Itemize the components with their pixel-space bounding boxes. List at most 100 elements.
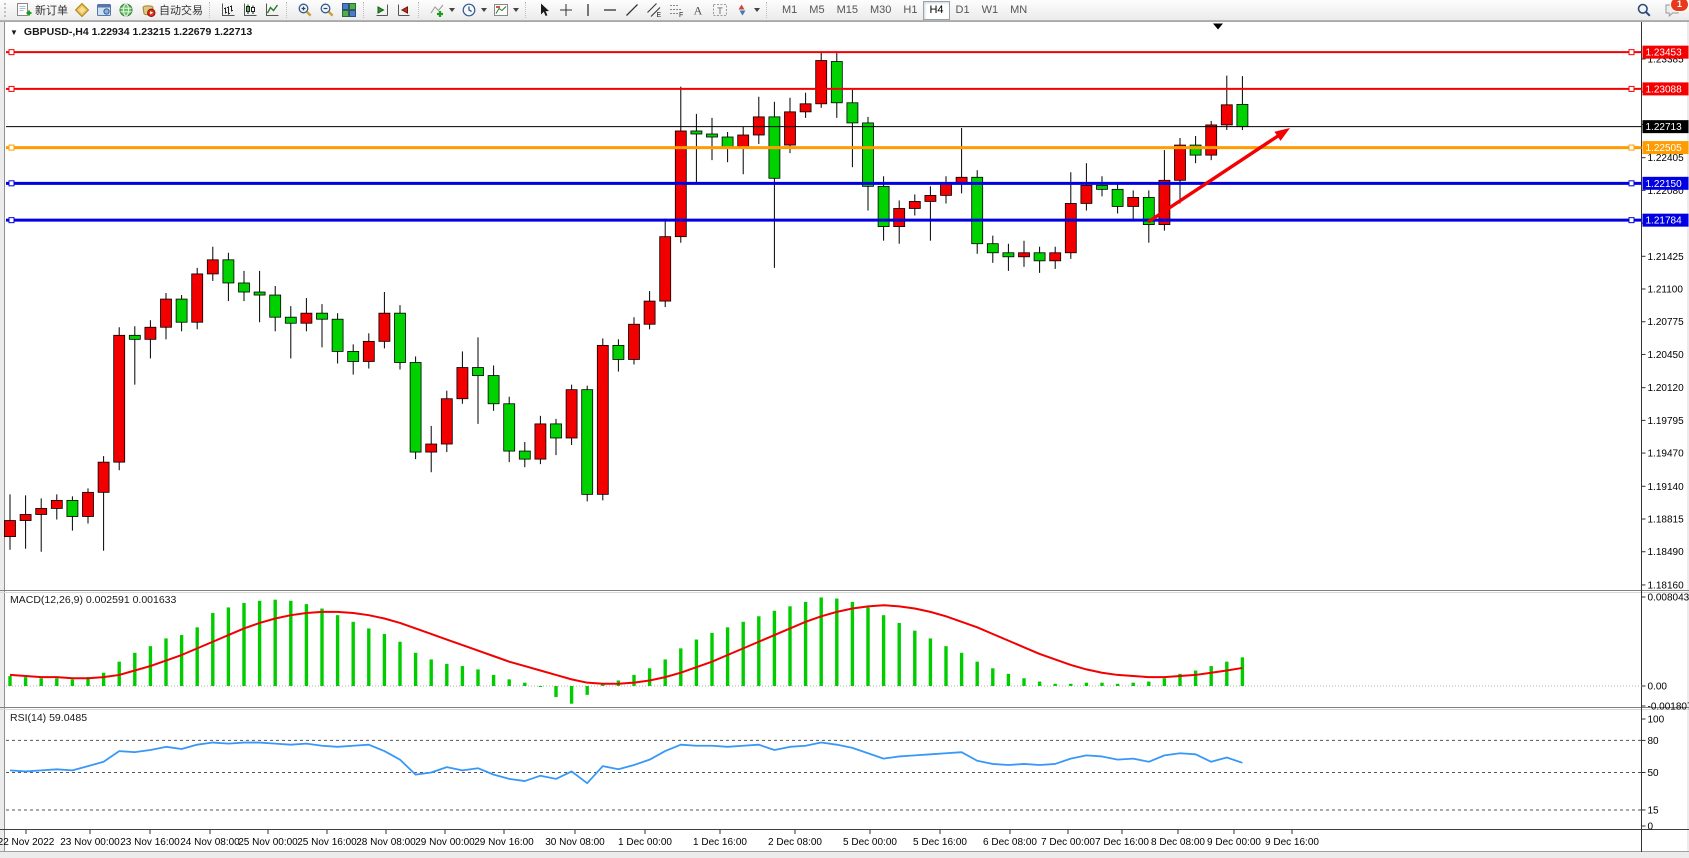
symbol-dropdown-icon[interactable]: ▼ bbox=[10, 27, 18, 37]
timeframe-w1[interactable]: W1 bbox=[981, 3, 999, 16]
svg-text:1.22505: 1.22505 bbox=[1646, 143, 1683, 154]
timeframe-h1[interactable]: H1 bbox=[903, 3, 918, 16]
svg-text:E: E bbox=[657, 12, 662, 18]
timeframe-m30[interactable]: M30 bbox=[869, 3, 892, 16]
toolbar-separator bbox=[418, 2, 423, 18]
horizontal-line-button[interactable] bbox=[599, 1, 621, 20]
bars-icon bbox=[222, 3, 235, 16]
bar-chart-button[interactable] bbox=[217, 1, 239, 20]
trendline-button[interactable] bbox=[621, 1, 643, 20]
price-tag bbox=[1642, 213, 1689, 227]
channel-button[interactable]: E bbox=[643, 1, 665, 20]
macd-axis-label: 0.008043 bbox=[1648, 592, 1689, 603]
price-tag bbox=[1642, 141, 1689, 155]
vertical-line-button[interactable] bbox=[577, 1, 599, 20]
terminal-icon bbox=[97, 4, 111, 16]
price-tick-label: 1.20120 bbox=[1648, 383, 1685, 394]
toolbar: 新订单 自动交易 E F A T M1 M5 M15 M30 H1 H4 D1 W1 MN 1 bbox=[0, 0, 1689, 21]
text-button[interactable]: A bbox=[687, 1, 709, 20]
date-label: 6 Dec 08:00 bbox=[983, 837, 1037, 848]
timeframe-m1[interactable]: M1 bbox=[782, 3, 798, 16]
metaeditor-button[interactable] bbox=[71, 1, 93, 20]
new-order-button[interactable]: 新订单 bbox=[13, 1, 71, 20]
toolbar-separator bbox=[209, 2, 214, 18]
templates-button[interactable] bbox=[490, 1, 522, 20]
template-icon bbox=[494, 4, 508, 16]
price-tick-label: 1.18490 bbox=[1648, 547, 1685, 558]
chevron-down-icon[interactable] bbox=[449, 8, 455, 12]
trend-arrow[interactable] bbox=[1147, 133, 1281, 224]
search-icon bbox=[1637, 3, 1651, 17]
news-feed-button[interactable] bbox=[115, 1, 137, 20]
shift-end-icon bbox=[376, 4, 388, 16]
macd-axis-label: -0.001807 bbox=[1648, 701, 1689, 712]
macd-histogram bbox=[8, 597, 1245, 704]
rsi-axis-label: 0 bbox=[1648, 822, 1654, 833]
zoom-out-button[interactable] bbox=[316, 1, 338, 20]
price-tick-label: 1.21100 bbox=[1648, 285, 1684, 296]
chart-title-text: GBPUSD-,H4 1.22934 1.23215 1.22679 1.227… bbox=[23, 26, 253, 38]
timeframe-mn[interactable]: MN bbox=[1010, 3, 1028, 16]
zoom-in-icon bbox=[298, 3, 312, 17]
date-label: 23 Nov 16:00 bbox=[120, 837, 180, 848]
price-tick-label: 1.22080 bbox=[1648, 186, 1685, 197]
date-label: 7 Dec 00:00 bbox=[1041, 837, 1095, 848]
candlestick-chart-button[interactable] bbox=[239, 1, 261, 20]
scroll-to-end-button[interactable] bbox=[371, 1, 393, 20]
date-label: 25 Nov 00:00 bbox=[238, 837, 298, 848]
price-tag bbox=[1642, 120, 1689, 134]
toolbar-separator bbox=[525, 2, 530, 18]
auto-scroll-button[interactable] bbox=[393, 1, 415, 20]
chart-background bbox=[5, 22, 1687, 852]
autotrading-button[interactable]: 自动交易 bbox=[137, 1, 206, 20]
chevron-down-icon[interactable] bbox=[754, 8, 760, 12]
candles-icon bbox=[244, 3, 257, 16]
timeframe-h4[interactable]: H4 bbox=[923, 0, 950, 20]
rsi-axis-label: 100 bbox=[1648, 715, 1665, 726]
arrows-button[interactable] bbox=[731, 1, 763, 20]
chevron-down-icon[interactable] bbox=[513, 8, 519, 12]
texta-icon: A bbox=[694, 4, 703, 18]
textlabel-icon: T bbox=[713, 4, 727, 16]
price-tick-label: 1.19470 bbox=[1648, 449, 1685, 460]
timeframe-m5[interactable]: M5 bbox=[809, 3, 825, 16]
toolbar-separator bbox=[286, 2, 291, 18]
chart-shift-marker[interactable] bbox=[1213, 23, 1223, 30]
timeframe-m15[interactable]: M15 bbox=[836, 3, 858, 16]
terminal-button[interactable] bbox=[93, 1, 115, 20]
tile-windows-button[interactable] bbox=[338, 1, 360, 20]
svg-text:1.22150: 1.22150 bbox=[1646, 179, 1683, 190]
date-label: 9 Dec 16:00 bbox=[1265, 837, 1319, 848]
date-label: 30 Nov 08:00 bbox=[545, 837, 605, 848]
fibonacci-button[interactable]: F bbox=[665, 1, 687, 20]
rsi-axis-label: 50 bbox=[1648, 768, 1660, 779]
search-button[interactable] bbox=[1633, 1, 1655, 20]
line-chart-button[interactable] bbox=[261, 1, 283, 20]
candlesticks bbox=[4, 51, 1249, 552]
chevron-down-icon[interactable] bbox=[481, 8, 487, 12]
price-tick-label: 1.21425 bbox=[1648, 252, 1685, 263]
indicators-button[interactable] bbox=[426, 1, 458, 20]
fibo-icon: F bbox=[670, 5, 683, 18]
rsi-indicator-label: RSI(14) 59.0485 bbox=[10, 712, 88, 724]
cursor-button[interactable] bbox=[533, 1, 555, 20]
crosshair-button[interactable] bbox=[555, 1, 577, 20]
text-label-button[interactable]: T bbox=[709, 1, 731, 20]
toolbar-grip bbox=[4, 3, 10, 17]
date-label: 1 Dec 16:00 bbox=[693, 837, 747, 848]
svg-text:T: T bbox=[717, 6, 723, 16]
date-label: 29 Nov 16:00 bbox=[474, 837, 534, 848]
indicators-icon bbox=[430, 4, 444, 17]
rsi-axis-label: 15 bbox=[1648, 805, 1660, 816]
timeframe-d1[interactable]: D1 bbox=[955, 3, 970, 16]
zoom-in-button[interactable] bbox=[294, 1, 316, 20]
arrows-icon bbox=[738, 4, 746, 16]
svg-text:F: F bbox=[679, 12, 683, 18]
tile-icon bbox=[342, 3, 356, 17]
periods-button[interactable] bbox=[458, 1, 490, 20]
date-label: 1 Dec 00:00 bbox=[618, 837, 672, 848]
gold-icon bbox=[74, 2, 90, 18]
autotrade-icon bbox=[142, 5, 156, 18]
